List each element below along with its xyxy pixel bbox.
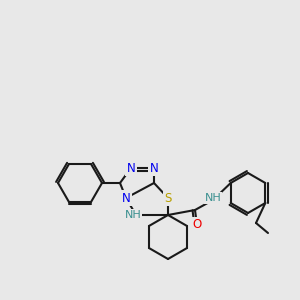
Text: N: N	[127, 161, 135, 175]
Text: NH: NH	[205, 193, 221, 203]
Text: N: N	[122, 191, 130, 205]
Text: S: S	[164, 191, 172, 205]
Text: O: O	[192, 218, 202, 232]
Text: N: N	[150, 161, 158, 175]
Text: NH: NH	[124, 210, 141, 220]
